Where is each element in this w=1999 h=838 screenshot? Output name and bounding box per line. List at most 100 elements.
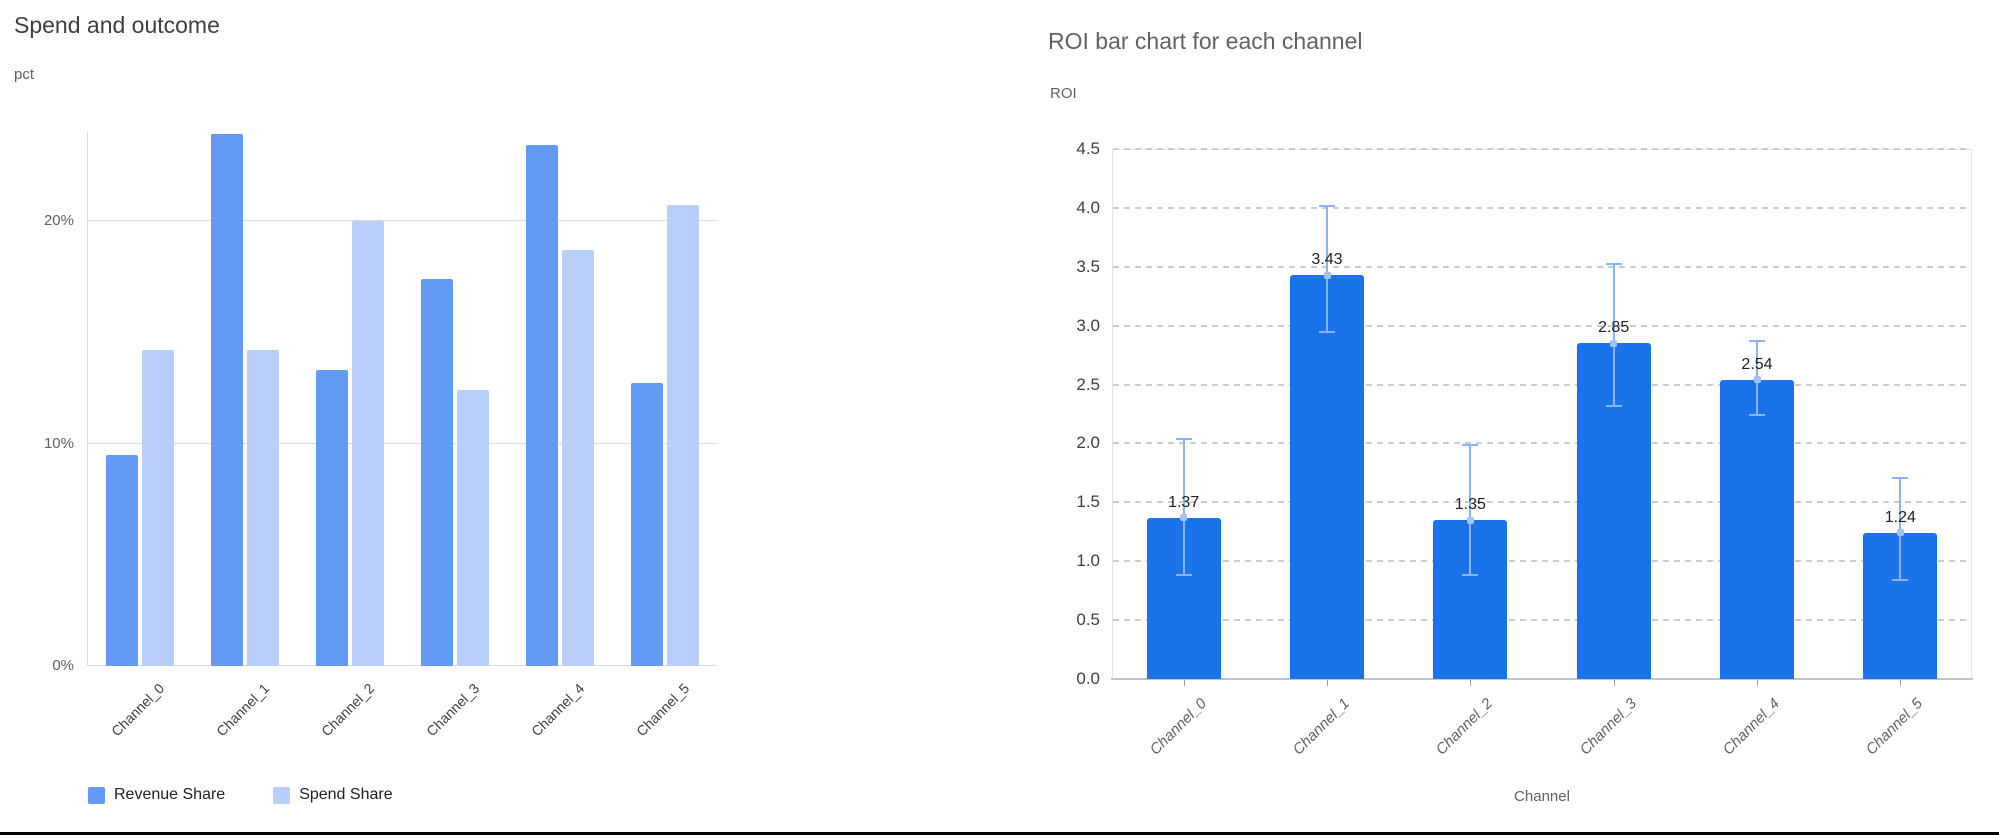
- revenue-share-bar: [315, 370, 348, 666]
- spend-share-bar: [456, 390, 489, 666]
- y-tick-label: 0.5: [1076, 610, 1100, 630]
- y-axis-title: pct: [14, 66, 35, 83]
- gridline: [1113, 265, 1971, 268]
- bar-value-label: 1.37: [1168, 493, 1200, 511]
- y-tick-label: 1.5: [1076, 492, 1100, 512]
- gridline: [1113, 501, 1971, 504]
- x-tick-label: Channel_4: [527, 680, 587, 740]
- error-bar-marker: [1323, 271, 1331, 279]
- x-tick-label: Channel_1: [212, 680, 272, 740]
- y-tick-label: 3.5: [1076, 256, 1100, 276]
- chart-title: ROI bar chart for each channel: [1048, 28, 1363, 54]
- legend-entry: Revenue Share: [88, 786, 225, 804]
- spend-share-bar: [246, 350, 279, 666]
- y-tick-label: 10%: [43, 434, 74, 452]
- error-bar-cap: [1749, 414, 1765, 417]
- error-bar-cap: [1175, 437, 1192, 440]
- y-axis-line: [87, 132, 88, 666]
- bar-value-label: 1.24: [1884, 508, 1916, 526]
- gridline: [87, 442, 717, 444]
- plot-frame: [1112, 149, 1972, 679]
- error-bar-cap: [1319, 330, 1335, 333]
- error-bar-cap: [1892, 579, 1909, 582]
- revenue-share-bar: [420, 278, 453, 666]
- x-tick-label: Channel_5: [1863, 695, 1927, 759]
- gridline: [87, 665, 717, 666]
- bar-value-label: 3.43: [1311, 251, 1343, 269]
- gridline: [1113, 383, 1971, 386]
- error-bar-line: [1182, 438, 1185, 576]
- legend-swatch: [273, 786, 291, 804]
- gridline: [1113, 324, 1971, 327]
- y-tick-label: 20%: [43, 212, 74, 229]
- error-bar-marker: [1466, 516, 1474, 524]
- revenue-share-bar: [630, 383, 663, 666]
- spend-share-bar: [141, 350, 174, 666]
- y-tick-label: 4.5: [1076, 139, 1100, 158]
- x-tick-mark: [1613, 680, 1615, 686]
- error-bar-cap: [1605, 263, 1622, 266]
- error-bar-marker: [1753, 376, 1761, 384]
- y-tick-label: 0%: [52, 657, 74, 674]
- error-bar-line: [1612, 264, 1615, 406]
- gridline: [1113, 206, 1971, 209]
- spend-share-bar: [666, 205, 699, 666]
- x-tick-mark: [1470, 680, 1472, 686]
- gridline: [1113, 148, 1971, 150]
- x-tick-label: Channel_1: [1289, 695, 1354, 759]
- error-bar-marker: [1896, 529, 1904, 537]
- y-tick-label: 2.0: [1076, 433, 1100, 453]
- error-bar-line: [1469, 444, 1472, 576]
- error-bar-marker: [1610, 339, 1618, 347]
- error-bar-line: [1326, 205, 1328, 332]
- error-bar-cap: [1462, 574, 1479, 577]
- revenue-share-bar: [105, 454, 138, 666]
- y-tick-label: 2.5: [1076, 374, 1100, 394]
- gridline: [1113, 560, 1971, 563]
- roi-bar: [1290, 275, 1364, 679]
- legend-swatch: [88, 786, 105, 804]
- spend-share-bar: [561, 249, 594, 666]
- x-tick-mark: [1183, 680, 1185, 686]
- x-axis-title: Channel: [1514, 788, 1570, 805]
- error-bar-cap: [1462, 443, 1479, 446]
- x-tick-label: Channel_3: [1576, 695, 1640, 759]
- legend-label: Revenue Share: [114, 786, 226, 803]
- revenue-share-bar: [525, 145, 558, 666]
- bar-value-label: 1.35: [1454, 496, 1486, 513]
- error-bar-cap: [1605, 404, 1622, 407]
- bar-value-label: 2.85: [1598, 319, 1630, 337]
- error-bar-cap: [1175, 574, 1192, 577]
- legend-entry: Spend Share: [273, 786, 393, 804]
- gridline: [1113, 619, 1971, 622]
- bar-value-label: 2.54: [1741, 355, 1773, 373]
- x-tick-mark: [1757, 680, 1758, 686]
- window-bottom-border: [0, 832, 1999, 835]
- gridline: [1113, 442, 1971, 445]
- spend-share-bar: [351, 221, 384, 666]
- x-tick-label: Channel_0: [107, 680, 167, 740]
- x-tick-label: Channel_0: [1146, 695, 1210, 759]
- x-tick-label: Channel_2: [1433, 695, 1497, 759]
- error-bar-line: [1899, 477, 1902, 581]
- y-tick-label: 3.0: [1076, 315, 1100, 335]
- y-tick-label: 1.0: [1076, 551, 1100, 571]
- error-bar-cap: [1319, 204, 1335, 207]
- x-tick-mark: [1327, 680, 1328, 686]
- x-tick-label: Channel_5: [632, 680, 692, 740]
- x-tick-label: Channel_2: [317, 680, 377, 740]
- y-axis-title: ROI: [1050, 85, 1077, 102]
- y-tick-label: 4.0: [1076, 197, 1100, 217]
- x-tick-label: Channel_3: [422, 680, 482, 740]
- error-bar-cap: [1892, 476, 1909, 479]
- chart-title: Spend and outcome: [14, 12, 220, 38]
- x-tick-label: Channel_4: [1719, 695, 1784, 759]
- error-bar-marker: [1180, 514, 1188, 522]
- x-tick-mark: [1900, 680, 1902, 686]
- legend-label: Spend Share: [299, 786, 393, 803]
- x-axis-line: [1111, 678, 1973, 680]
- error-bar-cap: [1749, 339, 1765, 342]
- legend: Revenue Share Spend Share: [88, 786, 393, 804]
- revenue-share-bar: [210, 134, 243, 666]
